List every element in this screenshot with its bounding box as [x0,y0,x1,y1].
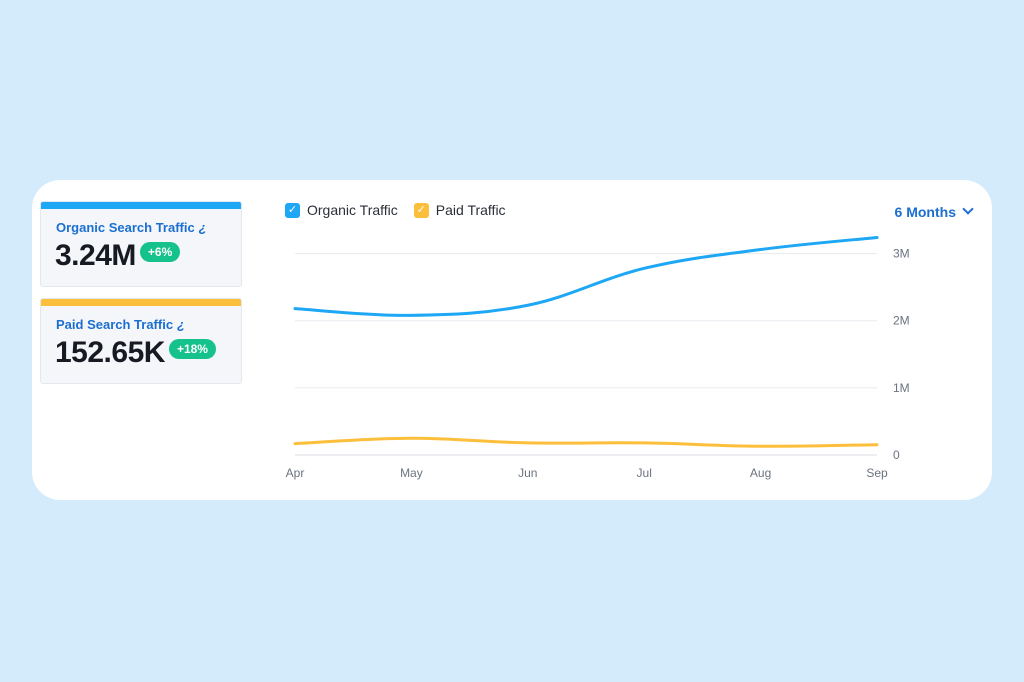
paid-card-accent [41,299,241,306]
paid-traffic-value: 152.65K [55,336,165,369]
paid-traffic-card[interactable]: Paid Search Traffic ¿ 152.65K +18% [40,298,242,384]
chart-legend: ✓ Organic Traffic ✓ Paid Traffic [285,202,522,218]
legend-item-organic[interactable]: ✓ Organic Traffic [285,202,398,218]
paid-traffic-line [293,436,879,448]
y-tick-label: 0 [893,448,900,462]
x-tick-label: May [400,466,423,480]
organic-delta-badge: +6% [139,242,181,263]
organic-card-title-text: Organic Search Traffic [56,220,195,235]
info-icon[interactable]: ¿ [177,317,186,332]
legend-item-paid[interactable]: ✓ Paid Traffic [413,202,506,218]
organic-traffic-line [293,235,879,317]
organic-card-title: Organic Search Traffic ¿ [56,220,207,235]
legend-label-organic: Organic Traffic [307,202,398,218]
paid-card-value-row: 152.65K +18% [55,336,216,370]
x-tick-label: Jul [637,466,652,480]
x-tick-label: Aug [750,466,771,480]
period-selected-label: 6 Months [894,204,956,220]
organic-card-value-row: 3.24M +6% [55,239,181,273]
paid-delta-badge: +18% [168,339,216,360]
organic-traffic-value: 3.24M [55,239,136,272]
x-tick-label: Apr [286,466,305,480]
traffic-line-chart: 0 1M 2M 3M Apr May Jun Jul Aug Sep [286,235,910,480]
organic-card-accent [41,202,241,209]
paid-card-title: Paid Search Traffic ¿ [56,317,185,332]
organic-traffic-card[interactable]: Organic Search Traffic ¿ 3.24M +6% [40,201,242,287]
traffic-panel: Organic Search Traffic ¿ 3.24M +6% Paid Se… [32,180,992,500]
x-tick-label: Sep [866,466,888,480]
period-dropdown[interactable]: 6 Months [894,203,974,220]
info-icon[interactable]: ¿ [198,220,207,235]
checkbox-checked-icon[interactable]: ✓ [285,202,300,218]
y-tick-label: 2M [893,314,910,328]
paid-card-title-text: Paid Search Traffic [56,317,174,332]
x-tick-label: Jun [518,466,537,480]
legend-label-paid: Paid Traffic [435,202,506,218]
y-tick-label: 1M [893,381,910,395]
y-tick-label: 3M [893,247,910,261]
checkbox-checked-icon[interactable]: ✓ [413,202,429,218]
